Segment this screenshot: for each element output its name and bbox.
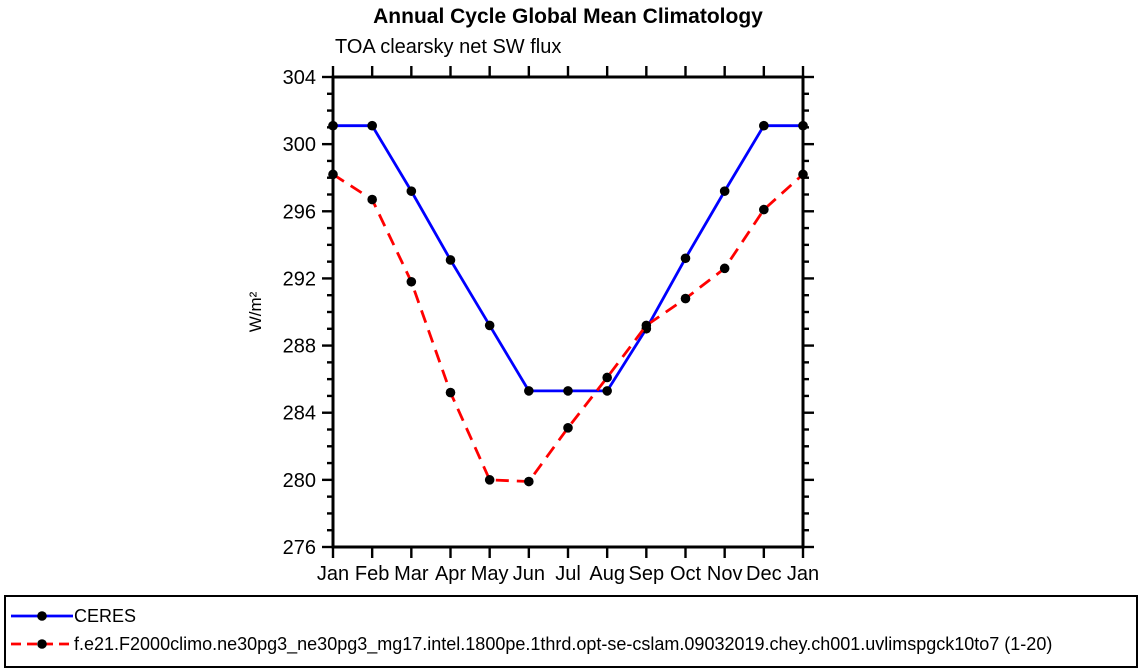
svg-text:Nov: Nov (707, 563, 743, 585)
svg-text:W/m²: W/m² (246, 291, 265, 332)
svg-text:304: 304 (283, 67, 316, 89)
svg-text:Dec: Dec (746, 563, 782, 585)
legend-label-model: f.e21.F2000climo.ne30pg3_ne30pg3_mg17.in… (74, 634, 1053, 654)
svg-text:Aug: Aug (589, 563, 625, 585)
svg-text:Sep: Sep (629, 563, 665, 585)
svg-text:288: 288 (283, 336, 316, 358)
chart-subtitle: TOA clearsky net SW flux (335, 36, 562, 58)
legend-item-model: f.e21.F2000climo.ne30pg3_ne30pg3_mg17.in… (10, 630, 1136, 658)
svg-text:284: 284 (283, 403, 316, 425)
svg-text:Mar: Mar (394, 563, 429, 585)
svg-text:292: 292 (283, 268, 316, 290)
svg-text:Jan: Jan (787, 563, 819, 585)
svg-text:Jun: Jun (513, 563, 545, 585)
svg-text:300: 300 (283, 134, 316, 156)
svg-text:Oct: Oct (670, 563, 702, 585)
legend-label-ceres: CERES (74, 606, 137, 626)
legend: CERES f.e21.F2000climo.ne30pg3_ne30pg3_m… (4, 595, 1138, 668)
svg-text:Apr: Apr (435, 563, 466, 585)
model-line-sample (11, 639, 73, 649)
svg-text:280: 280 (283, 470, 316, 492)
svg-text:Jan: Jan (317, 563, 349, 585)
svg-text:Jul: Jul (555, 563, 581, 585)
svg-text:May: May (471, 563, 509, 585)
svg-text:Feb: Feb (355, 563, 389, 585)
svg-text:276: 276 (283, 537, 316, 559)
svg-text:296: 296 (283, 201, 316, 223)
legend-item-ceres: CERES (10, 602, 1136, 630)
ceres-line-sample (11, 611, 73, 621)
chart-title: Annual Cycle Global Mean Climatology (373, 5, 763, 28)
